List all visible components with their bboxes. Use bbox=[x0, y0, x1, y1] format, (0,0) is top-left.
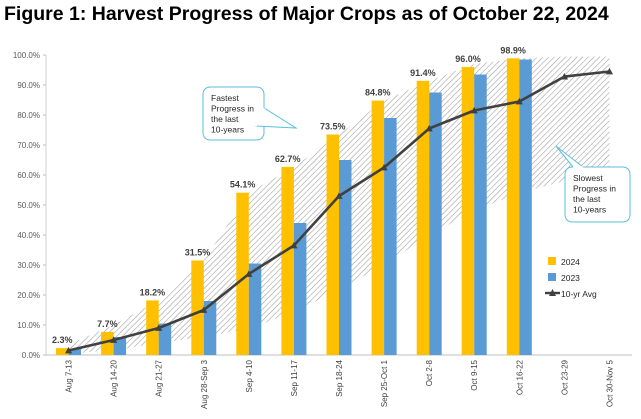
x-tick-label: Aug 14-20 bbox=[110, 359, 119, 396]
bar-data-label: 31.5% bbox=[185, 248, 211, 258]
legend-swatch bbox=[548, 273, 556, 281]
y-tick-label: 10.0% bbox=[17, 321, 40, 330]
bar-2023 bbox=[339, 160, 352, 355]
legend-label: 2023 bbox=[561, 273, 580, 283]
bar-data-label: 2.3% bbox=[52, 335, 73, 345]
legend-item-10-yr-avg: 10-yr Avg bbox=[545, 289, 597, 299]
x-tick-label: Aug 21-27 bbox=[155, 359, 164, 396]
x-tick-label: Oct 2-8 bbox=[425, 359, 434, 386]
callout-box bbox=[202, 86, 265, 141]
legend-item-2023: 2023 bbox=[548, 273, 580, 283]
bar-data-label: 84.8% bbox=[365, 88, 391, 98]
line-point bbox=[200, 306, 208, 313]
line-point bbox=[560, 73, 568, 80]
bar-2023 bbox=[113, 337, 127, 355]
annotation-slowest: Slowest Progress in the last 10-years bbox=[555, 145, 631, 223]
bar-data-label: 96.0% bbox=[455, 54, 481, 64]
line-point bbox=[290, 241, 298, 249]
bar-data-label: 91.4% bbox=[410, 68, 436, 78]
line-point bbox=[245, 270, 253, 277]
bar-2024 bbox=[191, 260, 204, 355]
callout-text: Fastest Progress in the last 10-years bbox=[211, 93, 254, 135]
x-tick-label: Sep 4-10 bbox=[245, 359, 254, 392]
bar-2024 bbox=[416, 80, 430, 356]
line-point bbox=[515, 97, 523, 105]
line-point bbox=[110, 336, 118, 343]
annotation-fastest: Fastest Progress in the last 10-years bbox=[202, 86, 298, 141]
bar-2023 bbox=[68, 349, 81, 355]
bar-data-label: 98.9% bbox=[500, 45, 526, 55]
line-point bbox=[155, 324, 163, 331]
line-point bbox=[425, 124, 433, 132]
x-tick-label: Aug 28-Sep 3 bbox=[200, 359, 209, 408]
x-tick-label: Sep 25-Oct 1 bbox=[380, 359, 389, 407]
y-tick-label: 90.0% bbox=[17, 81, 40, 90]
y-tick-label: 80.0% bbox=[17, 111, 40, 120]
y-tick-label: 0.0% bbox=[22, 351, 40, 360]
callout-text: Slowest Progress in the last 10-years bbox=[573, 173, 616, 215]
line-point bbox=[335, 192, 343, 199]
bar-data-label: 73.5% bbox=[320, 122, 346, 132]
legend-swatch bbox=[548, 257, 556, 265]
bar-2024 bbox=[236, 192, 249, 355]
bar-2024 bbox=[146, 300, 159, 355]
x-tick-label: Oct 16-22 bbox=[515, 359, 524, 395]
bar-2023 bbox=[429, 92, 442, 355]
bar-2024 bbox=[326, 134, 339, 355]
x-tick-label: Aug 7-13 bbox=[65, 359, 74, 392]
line-point bbox=[470, 106, 478, 114]
bar-2024 bbox=[281, 166, 294, 355]
legend-label: 2024 bbox=[561, 257, 580, 267]
x-tick-label: Sep 18-24 bbox=[335, 359, 344, 396]
y-tick-label: 30.0% bbox=[17, 261, 40, 270]
y-tick-label: 60.0% bbox=[17, 171, 40, 180]
x-tick-label: Oct 30-Nov 5 bbox=[605, 359, 614, 407]
line-point bbox=[380, 163, 388, 171]
bar-2024 bbox=[461, 67, 475, 355]
bar-2024 bbox=[371, 100, 385, 355]
legend-label: 10-yr Avg bbox=[561, 289, 597, 299]
bar-2024 bbox=[56, 348, 69, 355]
bar-data-label: 7.7% bbox=[97, 319, 118, 329]
bar-data-label: 18.2% bbox=[140, 287, 166, 297]
line-point bbox=[605, 67, 614, 75]
bar-data-label: 54.1% bbox=[230, 180, 256, 190]
line-point bbox=[64, 346, 73, 354]
chart-title: Figure 1: Harvest Progress of Major Crop… bbox=[4, 3, 609, 25]
y-tick-label: 50.0% bbox=[17, 201, 40, 210]
x-tick-label: Oct 23-29 bbox=[560, 359, 569, 395]
bar-2023 bbox=[203, 301, 217, 355]
bar-2023 bbox=[248, 263, 262, 355]
bar-2024 bbox=[101, 331, 114, 355]
y-tick-label: 20.0% bbox=[17, 291, 40, 300]
x-tick-label: Oct 9-15 bbox=[470, 359, 479, 390]
bar-2023 bbox=[519, 59, 532, 355]
callout-box bbox=[564, 166, 631, 223]
bar-2023 bbox=[293, 223, 307, 355]
bar-2023 bbox=[384, 118, 397, 355]
legend-item-2024: 2024 bbox=[548, 257, 580, 267]
bar-data-label: 62.7% bbox=[275, 154, 301, 164]
bar-2023 bbox=[474, 74, 487, 355]
y-tick-label: 70.0% bbox=[17, 141, 40, 150]
bar-2023 bbox=[158, 323, 172, 355]
y-tick-label: 100.0% bbox=[13, 51, 40, 60]
x-tick-label: Sep 11-17 bbox=[290, 359, 299, 396]
bar-2024 bbox=[506, 58, 520, 356]
y-tick-label: 40.0% bbox=[17, 231, 40, 240]
